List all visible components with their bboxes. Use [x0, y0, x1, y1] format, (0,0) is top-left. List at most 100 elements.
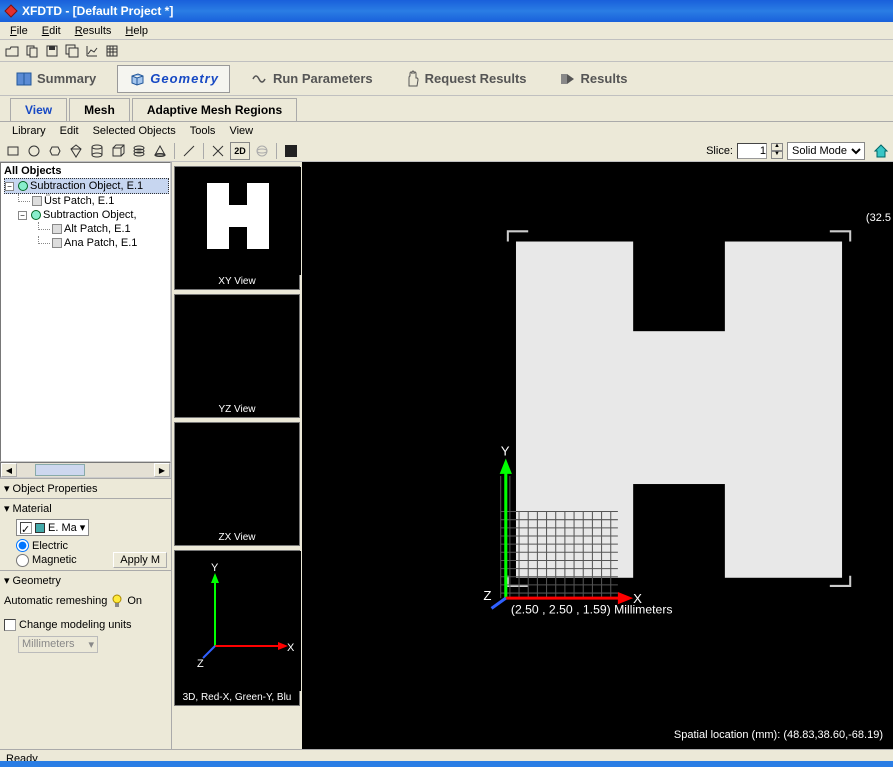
- circle-icon[interactable]: [25, 142, 43, 160]
- electric-radio[interactable]: [16, 539, 29, 552]
- slice-spinner[interactable]: ▲▼: [771, 143, 783, 159]
- tree-heading: All Objects: [2, 164, 169, 178]
- submenu-tools[interactable]: Tools: [184, 124, 222, 138]
- thumb-zx-view[interactable]: ZX View: [174, 422, 300, 546]
- tree-item-label: Üst Patch, E.1: [44, 195, 114, 207]
- xd-icon[interactable]: [209, 142, 227, 160]
- units-value: Millimeters: [22, 638, 75, 651]
- nav-results[interactable]: Results: [548, 65, 639, 93]
- tree-item[interactable]: Alt Patch, E.1: [2, 222, 169, 236]
- title-bar: XFDTD - [Default Project *]: [0, 0, 893, 22]
- svg-text:Y: Y: [211, 562, 219, 574]
- geometry-section: ▾Geometry Automatic remeshing On Change …: [0, 570, 171, 749]
- menu-edit[interactable]: Edit: [36, 24, 67, 38]
- cylinder-icon[interactable]: [88, 142, 106, 160]
- main-3d-view[interactable]: Y X Z (2.50 , 2.50 , 1.59) Millimeters (…: [302, 162, 893, 749]
- menu-help[interactable]: Help: [119, 24, 154, 38]
- slice-label: Slice:: [706, 145, 733, 157]
- expander-icon[interactable]: −: [5, 182, 14, 191]
- hand-icon: [405, 70, 421, 88]
- nav-request-results[interactable]: Request Results: [394, 64, 538, 94]
- subtab-mesh[interactable]: Mesh: [69, 98, 130, 121]
- save-icon[interactable]: [44, 43, 60, 59]
- expander-icon[interactable]: −: [18, 211, 27, 220]
- separator: [203, 143, 204, 159]
- scroll-left-icon[interactable]: ◀: [1, 463, 17, 477]
- hex-icon[interactable]: [46, 142, 64, 160]
- shape-toolbar: 2D Slice: ▲▼ Solid Mode: [0, 140, 893, 162]
- box-icon[interactable]: [109, 142, 127, 160]
- nav-geometry[interactable]: Geometry: [117, 65, 230, 93]
- subtab-view[interactable]: View: [10, 98, 67, 121]
- open-icon[interactable]: [4, 43, 20, 59]
- diamond3d-icon[interactable]: [67, 142, 85, 160]
- separator: [174, 143, 175, 159]
- menu-bar: File Edit Results Help: [0, 22, 893, 40]
- collapse-icon[interactable]: ▾: [4, 482, 10, 495]
- auto-on-label: On: [127, 595, 142, 607]
- axis-scale-label: (2.50 , 2.50 , 1.59) Millimeters: [511, 602, 673, 616]
- nav-run-parameters[interactable]: Run Parameters: [240, 65, 384, 93]
- submenu-view[interactable]: View: [223, 124, 259, 138]
- dark-icon[interactable]: [282, 142, 300, 160]
- chart-icon[interactable]: [84, 43, 100, 59]
- tree-item[interactable]: − Subtraction Object,: [2, 208, 169, 222]
- tree-item[interactable]: Ana Patch, E.1: [2, 236, 169, 250]
- thumb-yz-view[interactable]: YZ View: [174, 294, 300, 418]
- scroll-track[interactable]: [17, 463, 154, 477]
- checkbox[interactable]: [4, 619, 16, 631]
- separator: [276, 143, 277, 159]
- tree-item-label: Subtraction Object,: [43, 209, 137, 221]
- object-icon: [52, 238, 62, 248]
- save-all-icon[interactable]: [64, 43, 80, 59]
- thumb-zx-label: ZX View: [175, 532, 299, 543]
- 2d-icon[interactable]: 2D: [230, 142, 250, 160]
- material-combo[interactable]: ✓ E. Ma ▾: [16, 519, 89, 536]
- object-icon: [32, 196, 42, 206]
- menu-file[interactable]: File: [4, 24, 34, 38]
- home-icon[interactable]: [873, 143, 889, 159]
- tree-item[interactable]: Üst Patch, E.1: [2, 194, 169, 208]
- right-controls: Slice: ▲▼ Solid Mode: [706, 142, 889, 160]
- tree-scrollbar[interactable]: ◀ ▶: [0, 462, 171, 478]
- cone-icon[interactable]: [151, 142, 169, 160]
- submenu-selected[interactable]: Selected Objects: [87, 124, 182, 138]
- scroll-thumb[interactable]: [35, 464, 85, 476]
- nav-results-label: Results: [581, 71, 628, 86]
- tree-item-label: Ana Patch, E.1: [64, 237, 137, 249]
- book-icon: [15, 71, 33, 87]
- subtab-adaptive[interactable]: Adaptive Mesh Regions: [132, 98, 297, 121]
- magnetic-label: Magnetic: [32, 554, 77, 566]
- thumb-3d-label: 3D, Red-X, Green-Y, Blu: [175, 692, 299, 703]
- stack-icon[interactable]: [130, 142, 148, 160]
- apply-button[interactable]: Apply M: [113, 552, 167, 568]
- tree-item[interactable]: − Subtraction Object, E.1: [4, 178, 169, 194]
- thumb-3d-view[interactable]: Y X Z 3D, Red-X, Green-Y, Blu: [174, 550, 300, 706]
- menu-results[interactable]: Results: [69, 24, 118, 38]
- material-value: E. Ma: [48, 522, 77, 534]
- line-icon[interactable]: [180, 142, 198, 160]
- render-mode-select[interactable]: Solid Mode: [787, 142, 865, 160]
- bulb-icon[interactable]: [110, 593, 124, 609]
- work-area: All Objects − Subtraction Object, E.1 Üs…: [0, 162, 893, 749]
- app-icon: [4, 4, 18, 18]
- object-tree[interactable]: All Objects − Subtraction Object, E.1 Üs…: [0, 162, 171, 462]
- sphere-icon[interactable]: [253, 142, 271, 160]
- nav-summary[interactable]: Summary: [4, 65, 107, 93]
- scroll-right-icon[interactable]: ▶: [154, 463, 170, 477]
- rect-icon[interactable]: [4, 142, 22, 160]
- auto-remesh-label: Automatic remeshing: [4, 595, 107, 607]
- copy-icon[interactable]: [24, 43, 40, 59]
- submenu-edit[interactable]: Edit: [54, 124, 85, 138]
- slice-input[interactable]: [737, 143, 767, 159]
- collapse-icon[interactable]: ▾: [4, 574, 10, 587]
- magnetic-radio[interactable]: [16, 554, 29, 567]
- material-section: ▾Material ✓ E. Ma ▾ Electric Magnetic Ap…: [0, 498, 171, 570]
- grid-icon[interactable]: [104, 43, 120, 59]
- collapse-icon[interactable]: ▾: [4, 502, 10, 515]
- geometry-label: Geometry: [13, 575, 61, 587]
- nav-run-params-label: Run Parameters: [273, 71, 373, 86]
- submenu-library[interactable]: Library: [6, 124, 52, 138]
- thumb-xy-view[interactable]: XY View: [174, 166, 300, 290]
- thumb-yz-label: YZ View: [175, 404, 299, 415]
